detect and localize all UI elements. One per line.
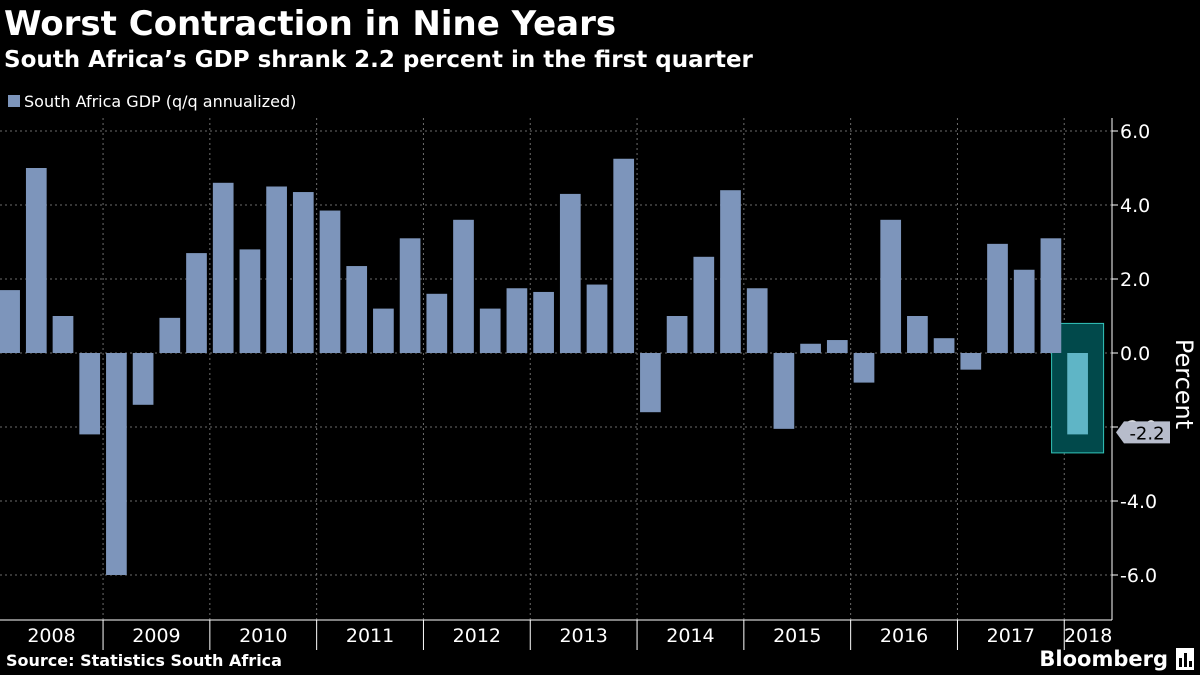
bar <box>292 192 314 353</box>
x-year-label: 2017 <box>987 625 1035 647</box>
bar <box>346 266 368 353</box>
bar <box>987 243 1008 353</box>
x-year-label: 2013 <box>559 625 607 647</box>
bar <box>453 219 474 353</box>
bar <box>212 182 234 353</box>
bar <box>506 288 528 353</box>
bar <box>826 340 848 353</box>
bar <box>1040 238 1062 353</box>
y-tick-label: 4.0 <box>1120 195 1150 217</box>
bar <box>640 353 661 413</box>
bar <box>52 316 74 353</box>
x-year-label: 2015 <box>773 625 821 647</box>
bars <box>0 158 1088 575</box>
bar <box>746 288 768 353</box>
bar <box>266 186 287 353</box>
brand-name: Bloomberg <box>1039 647 1168 671</box>
x-year-label: 2011 <box>346 625 394 647</box>
bar <box>106 353 127 575</box>
legend: South Africa GDP (q/q annualized) <box>8 90 296 112</box>
x-year-label: 2014 <box>666 625 714 647</box>
y-tick-label: 0.0 <box>1120 343 1150 365</box>
bar <box>613 158 635 353</box>
bar <box>132 353 154 405</box>
axes <box>0 118 1118 650</box>
bar <box>559 193 581 353</box>
grid-lines <box>0 118 1112 620</box>
chart-subtitle: South Africa’s GDP shrank 2.2 percent in… <box>4 47 753 73</box>
brand-logo-icon <box>1176 648 1194 670</box>
y-axis-title: Percent <box>1170 339 1198 429</box>
y-tick-label: 2.0 <box>1120 269 1150 291</box>
y-tick-label: 6.0 <box>1120 121 1150 143</box>
x-year-label: 2009 <box>132 625 180 647</box>
bar <box>79 353 101 435</box>
bar <box>533 291 554 353</box>
bar <box>960 353 982 370</box>
x-year-label: 2012 <box>453 625 501 647</box>
bar <box>186 253 207 353</box>
bar <box>693 256 715 353</box>
bar <box>720 190 741 353</box>
legend-swatch <box>8 95 20 107</box>
value-callout-tag <box>1116 421 1170 444</box>
bar <box>1013 269 1035 353</box>
bar <box>933 338 955 353</box>
bar <box>319 210 341 353</box>
bar <box>399 238 421 353</box>
y-tick-label: -4.0 <box>1120 491 1157 513</box>
x-year-label: 2018 <box>1064 625 1112 647</box>
chart-title: Worst Contraction in Nine Years <box>4 4 617 44</box>
bar <box>25 168 47 353</box>
legend-label: South Africa GDP (q/q annualized) <box>24 91 297 111</box>
bar <box>159 317 181 353</box>
bar <box>800 343 821 353</box>
bar <box>586 284 608 353</box>
bar <box>853 353 875 383</box>
x-year-label: 2008 <box>27 625 75 647</box>
bar-highlighted <box>1067 353 1088 435</box>
x-year-label: 2010 <box>239 625 287 647</box>
bar <box>880 219 902 353</box>
bar <box>907 316 928 353</box>
bar <box>666 316 688 353</box>
bar <box>239 249 261 353</box>
bar <box>773 353 795 429</box>
brand: Bloomberg <box>1039 645 1194 673</box>
labels: 6.04.02.00.0-2.0-4.0-6.02008200920102011… <box>27 121 1198 647</box>
bar <box>373 308 394 353</box>
y-tick-label: -6.0 <box>1120 565 1157 587</box>
bar <box>479 308 501 353</box>
source-note: Source: Statistics South Africa <box>6 651 282 670</box>
bar <box>426 293 448 353</box>
x-year-label: 2016 <box>880 625 928 647</box>
bar <box>0 290 20 353</box>
value-callout-label: -2.2 <box>1129 423 1164 444</box>
